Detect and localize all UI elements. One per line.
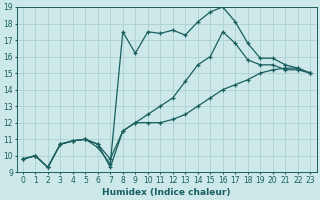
X-axis label: Humidex (Indice chaleur): Humidex (Indice chaleur) xyxy=(102,188,231,197)
